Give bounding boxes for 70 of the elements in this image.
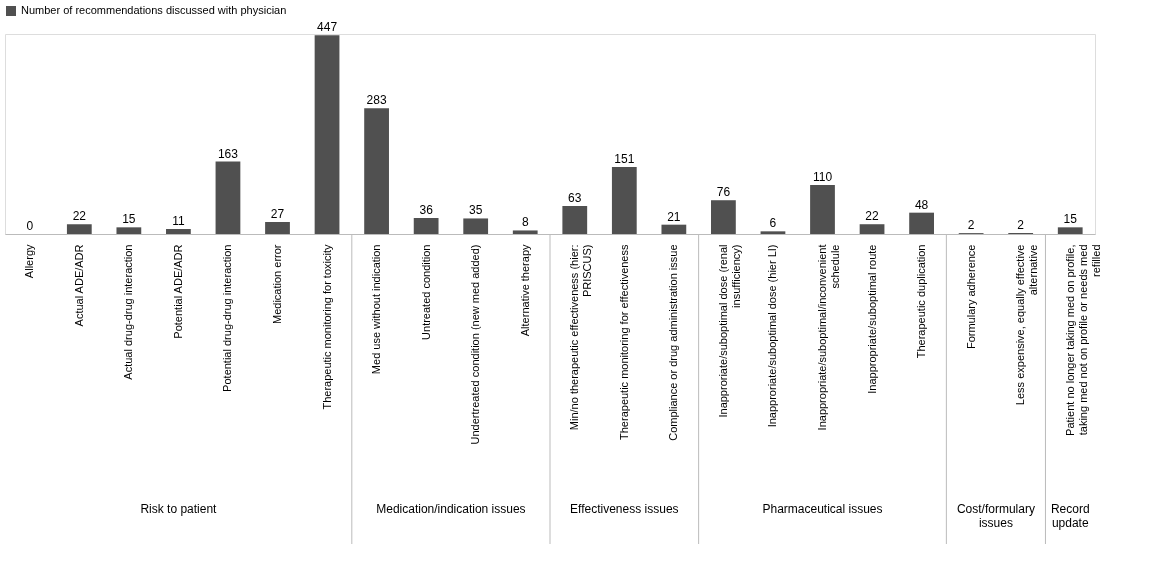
bar [512,230,538,234]
x-tick-label: Untreated condition [419,244,432,340]
bar [1057,227,1083,234]
x-tick-label: Actual drug-drug interaction [122,244,135,380]
data-label: 21 [667,209,681,224]
text: Pharmaceutical issues [762,502,883,516]
x-tick-label: Therapeutic duplication [915,244,928,359]
bar [314,35,340,234]
bar [909,212,934,234]
bar [463,218,489,234]
data-label: 447 [317,20,338,35]
data-label: 8 [521,215,529,230]
bar [364,108,389,234]
data-label: 35 [469,203,483,218]
data-label: 11 [172,214,185,229]
data-label: 27 [270,207,285,221]
bar [413,218,439,234]
data-label: 15 [122,212,136,227]
data-label: 151 [614,151,635,166]
x-tick-label: Medication error [271,244,283,324]
x-tick-label: Formulary adherence [964,244,977,350]
x-tick-label: Alternative therapy [518,244,531,337]
x-tick-label: Potential ADE/ADR [171,244,184,339]
x-tick-label: Patient no longer taking med on profile, taking med not on profile or needs med refilled [1063,244,1102,436]
x-tick-label: Actual ADE/ADR [72,244,85,327]
bar [859,224,885,234]
x-tick-label: Potential drug-drug interaction [221,244,234,392]
data-label: 110 [812,170,833,185]
x-tick-label: Undertreated condition (new med added) [469,244,482,445]
bar [562,206,588,234]
data-label: 22 [72,209,87,224]
data-label: 76 [716,185,731,200]
x-tick-label: Allergy [23,244,36,279]
text: Cost/formulary issues [956,502,1035,530]
data-label: 2 [967,218,975,233]
text: Medication/indication issues [376,502,526,516]
x-tick-label: Inapproriate/suboptimal dose (renal insufficiency) [716,244,742,418]
legend-label: Number of recommendations discussed with physician [21,4,287,16]
text: Record update [1050,502,1090,530]
bar [711,200,736,234]
bar [265,222,290,234]
bar [810,185,835,234]
text: Effectiveness issues [570,502,679,516]
x-tick-label: Therapeutic monitoring for toxicity [320,244,333,410]
bar [166,229,191,234]
x-tick-label: Inapproriate/suboptimal dose (hier LI) [766,244,779,428]
bar [661,224,687,234]
bar [611,166,637,234]
data-label: 36 [419,203,434,217]
data-label: 283 [366,93,387,108]
data-label: 63 [568,191,582,205]
data-label: 163 [217,146,239,161]
x-tick-label: Min/no therapeutic effectiveness (hier: PRISCUS) [568,244,594,431]
bar [760,231,786,234]
data-label: 6 [769,216,777,231]
data-label: 22 [865,209,880,224]
bar [215,161,241,234]
x-tick-label: Inappropriate/suboptimal route [865,244,878,394]
data-label: 0 [26,219,34,233]
x-tick-label: Compliance or drug administration issue [667,244,680,441]
x-tick-label: Inappropriate/suboptimal/inconvenient schedule [816,244,841,431]
x-tick-label: Med use without indication [370,244,383,375]
text: Risk to patient [140,502,218,516]
data-label: 15 [1063,212,1078,227]
bar [66,224,92,234]
x-tick-label: Therapeutic monitoring for effectiveness [617,244,630,440]
data-label: 48 [914,197,929,212]
data-label: 2 [1017,218,1025,233]
x-tick-label: Less expensive, equally effective alternative [1014,244,1040,406]
bar [116,227,142,234]
